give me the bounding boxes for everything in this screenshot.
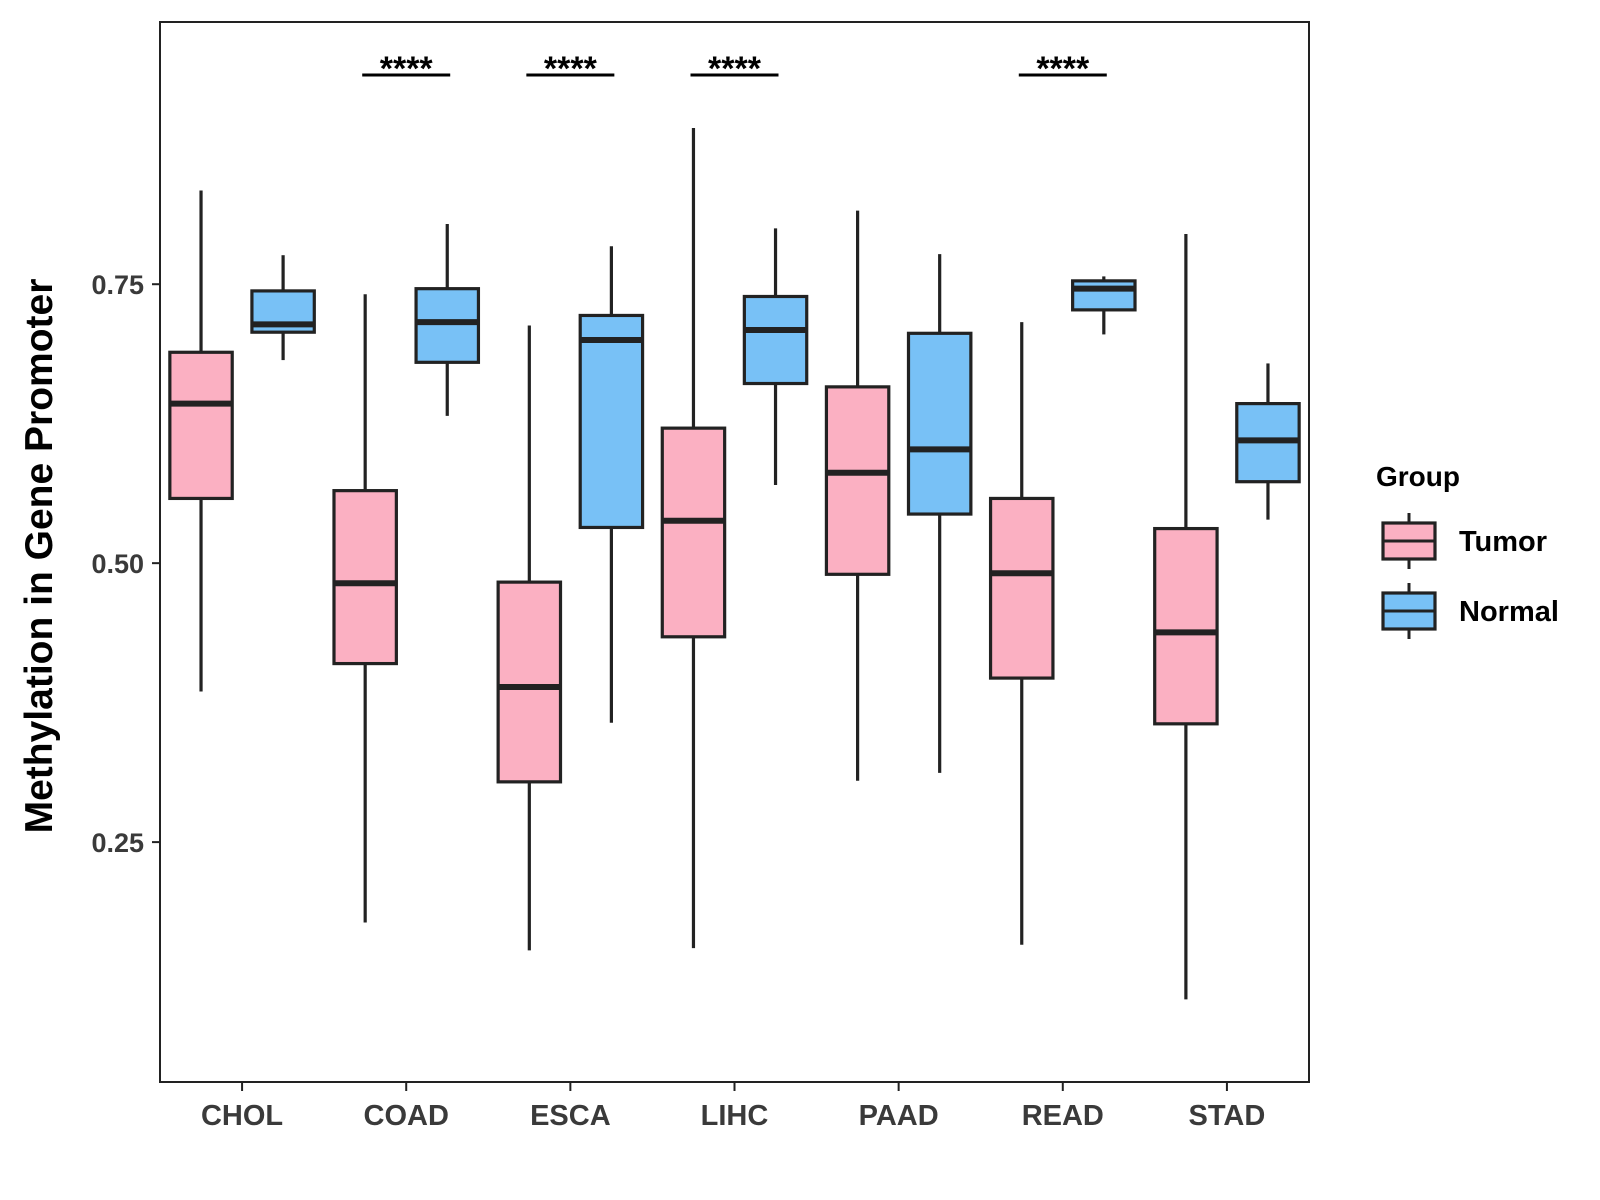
- legend-title: Group: [1376, 461, 1460, 492]
- x-tick-label-lihc: LIHC: [701, 1100, 769, 1132]
- x-tick-label-esca: ESCA: [530, 1100, 611, 1132]
- box-paad-tumor: [824, 210, 891, 781]
- box-body: [824, 385, 891, 576]
- box-lihc-tumor: [660, 128, 727, 949]
- significance-label: ****: [544, 50, 598, 88]
- significance-label: ****: [380, 50, 434, 88]
- significance-read: ****: [1018, 50, 1107, 88]
- box-body: [988, 496, 1055, 680]
- box-stad-normal: [1235, 363, 1301, 520]
- x-tick-label-read: READ: [1022, 1100, 1104, 1132]
- box-body: [332, 489, 398, 666]
- significance-label: ****: [1036, 50, 1090, 88]
- legend-item-normal: Normal: [1381, 583, 1559, 639]
- significance-esca: ****: [526, 50, 615, 88]
- box-body: [168, 350, 234, 501]
- y-tick-label: 0.25: [91, 828, 144, 858]
- significance-label: ****: [708, 50, 762, 88]
- plot-marks: **** **** **** ****: [168, 50, 1301, 1000]
- x-tick-label-chol: CHOL: [201, 1100, 283, 1132]
- legend-item-tumor: Tumor: [1381, 513, 1547, 569]
- y-tick-label: 0.50: [91, 549, 144, 579]
- box-chol-tumor: [168, 190, 234, 692]
- legend-label-tumor: Tumor: [1459, 526, 1547, 558]
- box-paad-normal: [906, 254, 973, 773]
- y-axis-title: Methylation in Gene Promoter: [18, 279, 61, 834]
- box-body: [578, 313, 645, 530]
- box-body: [742, 294, 809, 386]
- box-body: [1153, 526, 1219, 726]
- legend-label-normal: Normal: [1459, 596, 1559, 628]
- box-body: [414, 287, 481, 364]
- x-tick-label-paad: PAAD: [859, 1100, 939, 1132]
- legend: Group Tumor Normal: [1376, 461, 1559, 639]
- box-coad-tumor: [332, 294, 398, 923]
- box-lihc-normal: [742, 228, 809, 486]
- significance-coad: ****: [362, 50, 451, 88]
- x-tick-label-coad: COAD: [364, 1100, 449, 1132]
- x-tick-label-stad: STAD: [1189, 1100, 1266, 1132]
- box-esca-tumor: [496, 325, 563, 951]
- box-stad-tumor: [1153, 234, 1219, 1000]
- box-chol-normal: [250, 255, 316, 361]
- box-body: [1071, 279, 1137, 312]
- box-body: [906, 331, 973, 516]
- box-coad-normal: [414, 223, 481, 416]
- box-body: [660, 426, 727, 639]
- box-body: [496, 580, 563, 784]
- significance-lihc: ****: [690, 50, 779, 88]
- axes: 0.25 0.50 0.75 CHOL COAD ESCA LIHC PAAD READ STAD: [91, 270, 1265, 1132]
- box-read-tumor: [988, 322, 1055, 945]
- legend-keys: Tumor Normal: [1381, 513, 1559, 639]
- y-tick-label: 0.75: [91, 270, 144, 300]
- box-esca-normal: [578, 246, 645, 723]
- box-read-normal: [1071, 276, 1137, 335]
